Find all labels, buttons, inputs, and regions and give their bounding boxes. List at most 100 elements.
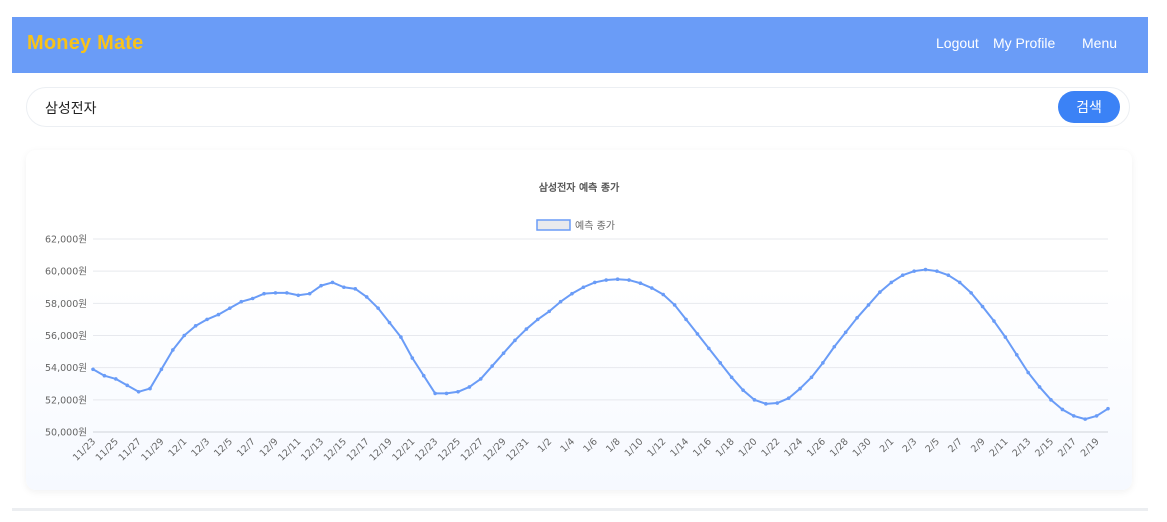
x-tick-label: 1/30: [851, 436, 874, 459]
x-tick-label: 1/18: [714, 436, 737, 459]
x-tick-label: 12/27: [459, 436, 486, 463]
data-point: [524, 327, 529, 331]
data-point: [957, 280, 962, 285]
x-tick-label: 12/31: [504, 436, 531, 463]
x-tick-label: 12/7: [235, 436, 258, 459]
data-point: [91, 367, 95, 372]
x-tick-label: 1/8: [604, 436, 623, 455]
search-input[interactable]: [43, 96, 1027, 120]
x-tick-label: 2/3: [901, 436, 920, 455]
x-tick-label: 1/26: [805, 436, 828, 459]
data-point: [171, 348, 175, 352]
data-point: [558, 299, 563, 304]
data-point: [798, 386, 802, 391]
data-point: [866, 303, 871, 307]
x-tick-label: 2/15: [1033, 436, 1056, 459]
data-point: [1094, 414, 1099, 418]
data-point: [319, 283, 323, 288]
data-point: [786, 396, 791, 401]
data-point: [615, 277, 620, 282]
data-point: [729, 375, 734, 380]
data-point: [1026, 370, 1030, 375]
data-point: [285, 291, 289, 295]
data-point: [992, 319, 996, 323]
data-point: [627, 278, 631, 282]
chart-title: 삼성전자 예측 종가: [539, 181, 620, 194]
x-tick-label: 12/3: [189, 436, 212, 459]
data-point: [364, 295, 369, 299]
data-point: [570, 291, 574, 296]
x-tick-label: 1/12: [645, 436, 668, 459]
data-point: [433, 391, 437, 396]
top-navbar: Money Mate Logout My Profile Menu: [12, 17, 1148, 73]
data-point: [193, 324, 198, 328]
data-point: [695, 332, 700, 336]
data-point: [148, 386, 152, 391]
data-point: [581, 285, 586, 290]
data-point: [661, 292, 666, 297]
x-tick-label: 2/9: [969, 436, 988, 455]
data-point: [421, 373, 426, 378]
x-tick-label: 11/29: [139, 436, 166, 463]
logout-link[interactable]: Logout: [936, 35, 979, 51]
data-point: [604, 278, 609, 282]
data-point: [878, 290, 882, 294]
data-point: [946, 273, 951, 277]
data-point: [764, 402, 768, 406]
data-point: [912, 269, 916, 273]
x-tick-label: 1/22: [760, 436, 783, 459]
data-point: [855, 316, 859, 320]
search-button[interactable]: 검색: [1058, 91, 1120, 123]
legend-label: 예측 종가: [575, 220, 615, 232]
x-tick-label: 12/11: [276, 436, 303, 463]
data-point: [684, 317, 688, 322]
y-tick-label: 54,000원: [45, 363, 87, 374]
x-tick-label: 1/14: [668, 436, 691, 459]
data-point: [444, 391, 449, 396]
data-point: [136, 389, 141, 394]
x-tick-label: 12/5: [212, 436, 235, 459]
x-tick-label: 2/5: [923, 436, 942, 455]
y-tick-label: 56,000원: [45, 331, 87, 342]
data-point: [353, 287, 358, 291]
data-point: [741, 388, 745, 392]
x-tick-label: 12/19: [367, 436, 394, 463]
data-point: [923, 267, 928, 272]
data-point: [980, 304, 985, 309]
data-point: [1071, 414, 1076, 418]
x-tick-label: 1/20: [737, 436, 760, 459]
x-tick-label: 1/24: [782, 436, 805, 459]
data-point: [935, 269, 939, 273]
data-point: [490, 364, 494, 368]
data-point: [273, 291, 278, 295]
data-point: [900, 273, 905, 277]
x-tick-label: 12/13: [299, 436, 326, 463]
data-point: [535, 317, 540, 322]
data-point: [262, 291, 266, 296]
data-point: [330, 280, 335, 285]
x-tick-label: 1/10: [623, 436, 646, 459]
data-point: [752, 398, 757, 402]
x-tick-label: 12/25: [436, 436, 463, 463]
x-tick-label: 2/13: [1010, 436, 1033, 459]
data-point: [1014, 353, 1019, 357]
app-logo[interactable]: Money Mate: [27, 32, 144, 54]
data-point: [182, 333, 187, 338]
x-tick-label: 2/1: [878, 436, 897, 455]
data-point: [467, 385, 472, 389]
my-profile-link[interactable]: My Profile: [993, 35, 1056, 51]
x-tick-label: 2/17: [1056, 436, 1079, 459]
data-point: [513, 338, 517, 343]
y-tick-label: 58,000원: [45, 299, 87, 310]
menu-link[interactable]: Menu: [1082, 35, 1118, 51]
divider: [12, 508, 1148, 511]
data-point: [376, 306, 380, 310]
x-tick-label: 1/16: [691, 436, 714, 459]
data-point: [307, 291, 312, 296]
data-point: [239, 299, 244, 304]
data-point: [1049, 398, 1053, 402]
data-point: [638, 281, 643, 286]
y-tick-label: 50,000원: [45, 428, 87, 439]
x-tick-label: 1/6: [581, 436, 600, 455]
